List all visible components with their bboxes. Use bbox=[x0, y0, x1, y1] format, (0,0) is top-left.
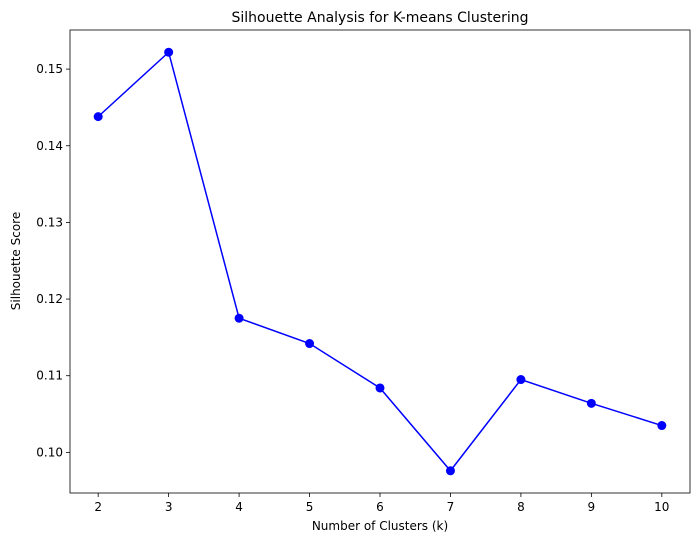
data-point bbox=[164, 47, 174, 57]
x-axis-ticks: 2 3 4 5 6 7 8 9 10 bbox=[94, 493, 669, 514]
x-axis-title: Number of Clusters (k) bbox=[312, 519, 448, 533]
data-point bbox=[657, 421, 667, 431]
y-tick-label: 0.14 bbox=[36, 139, 63, 153]
x-tick-label: 8 bbox=[517, 500, 525, 514]
y-axis-title: Silhouette Score bbox=[9, 212, 23, 310]
data-point bbox=[93, 112, 103, 122]
plot-background bbox=[70, 30, 690, 493]
data-point bbox=[586, 398, 596, 408]
y-axis-ticks: 0.10 0.11 0.12 0.13 0.14 0.15 bbox=[36, 62, 70, 459]
y-tick-label: 0.11 bbox=[36, 369, 63, 383]
data-point bbox=[375, 383, 385, 393]
y-tick-label: 0.15 bbox=[36, 62, 63, 76]
x-tick-label: 2 bbox=[94, 500, 102, 514]
y-tick-label: 0.10 bbox=[36, 445, 63, 459]
x-tick-label: 7 bbox=[447, 500, 455, 514]
plot-frame bbox=[69, 29, 691, 494]
x-tick-label: 4 bbox=[235, 500, 243, 514]
data-point bbox=[305, 339, 315, 349]
data-point bbox=[445, 466, 455, 476]
data-point bbox=[516, 375, 526, 385]
x-tick-label: 9 bbox=[588, 500, 596, 514]
y-tick-label: 0.12 bbox=[36, 292, 63, 306]
x-tick-label: 10 bbox=[654, 500, 669, 514]
x-tick-label: 6 bbox=[376, 500, 384, 514]
series-points bbox=[93, 47, 667, 476]
data-point bbox=[234, 313, 244, 323]
x-tick-label: 5 bbox=[306, 500, 314, 514]
x-tick-label: 3 bbox=[165, 500, 173, 514]
y-tick-label: 0.13 bbox=[36, 215, 63, 229]
chart-title: Silhouette Analysis for K-means Clusteri… bbox=[231, 10, 528, 26]
